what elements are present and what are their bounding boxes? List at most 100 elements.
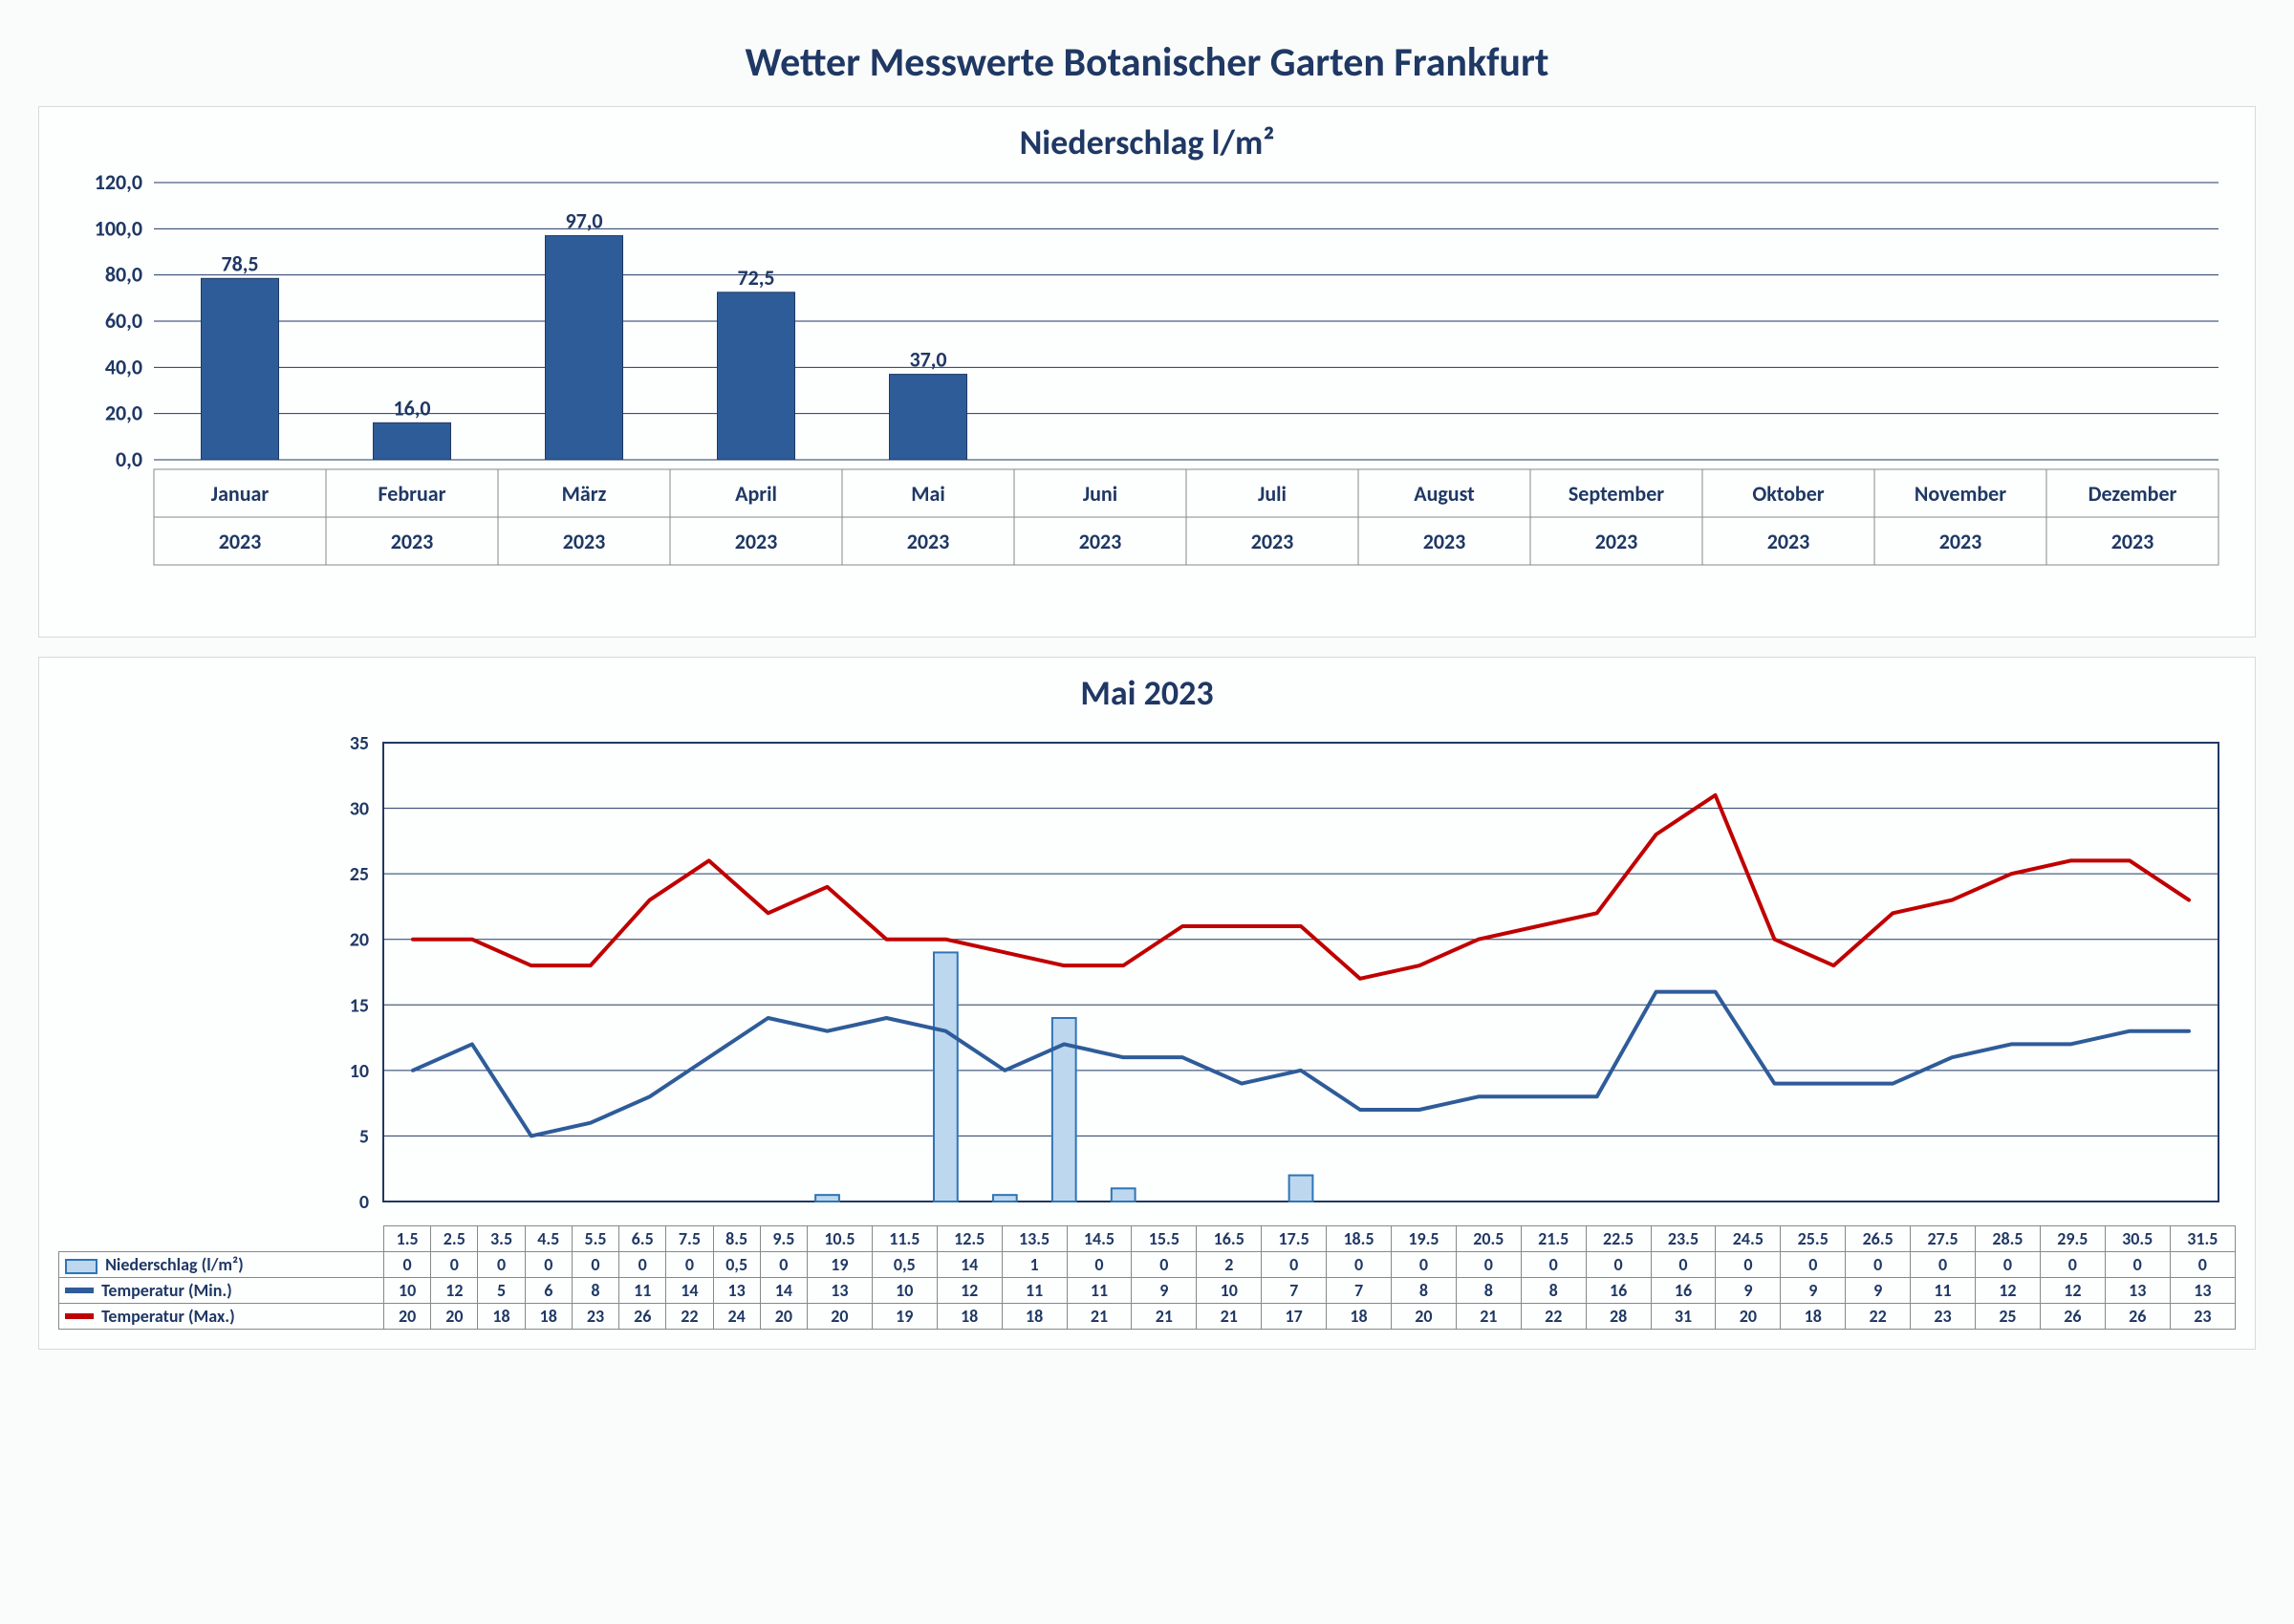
data-cell: 8 [1521,1278,1586,1304]
data-cell: 13 [807,1278,872,1304]
data-cell: 0 [2040,1252,2105,1278]
data-cell: 0 [666,1252,713,1278]
day-header: 6.5 [619,1226,666,1252]
svg-text:2023: 2023 [219,529,262,554]
data-cell: 21 [1197,1304,1262,1330]
series-label: Temperatur (Min.) [59,1278,384,1304]
data-cell: 0 [1846,1252,1911,1278]
data-cell: 7 [1327,1278,1392,1304]
day-header: 7.5 [666,1226,713,1252]
data-cell: 0 [1391,1252,1456,1278]
data-cell: 0 [2170,1252,2235,1278]
data-cell: 20 [760,1304,807,1330]
data-cell: 18 [937,1304,1002,1330]
precip-bar-chart-panel: Niederschlag l/m² 0,020,040,060,080,0100… [38,106,2256,638]
svg-text:März: März [562,481,607,507]
svg-text:2023: 2023 [1767,529,1810,554]
table-row: Niederschlag (l/m²)00000000,50190,514100… [59,1252,2236,1278]
data-cell: 0 [525,1252,572,1278]
page-title: Wetter Messwerte Botanischer Garten Fran… [38,38,2256,87]
svg-text:37,0: 37,0 [909,347,946,373]
data-cell: 23 [1911,1304,1976,1330]
data-cell: 0 [431,1252,478,1278]
data-cell: 21 [1067,1304,1132,1330]
svg-text:2023: 2023 [1939,529,1982,554]
data-cell: 20 [807,1304,872,1330]
data-cell: 0 [1651,1252,1716,1278]
data-cell: 14 [666,1278,713,1304]
data-cell: 11 [1911,1278,1976,1304]
data-cell: 18 [1002,1304,1067,1330]
svg-text:25: 25 [350,863,369,886]
data-cell: 0 [1132,1252,1197,1278]
data-cell: 8 [1391,1278,1456,1304]
svg-text:35: 35 [350,732,369,755]
data-cell: 24 [713,1304,760,1330]
data-cell: 13 [2105,1278,2170,1304]
data-cell: 26 [2040,1304,2105,1330]
data-cell: 14 [760,1278,807,1304]
data-cell: 12 [937,1278,1002,1304]
daily-combo-chart-panel: Mai 2023 05101520253035 1.52.53.54.55.56… [38,657,2256,1350]
day-header: 19.5 [1391,1226,1456,1252]
day-header: 26.5 [1846,1226,1911,1252]
day-header: 28.5 [1976,1226,2041,1252]
data-cell: 12 [2040,1278,2105,1304]
day-header: 16.5 [1197,1226,1262,1252]
day-header: 10.5 [807,1226,872,1252]
data-cell: 0 [478,1252,525,1278]
day-header: 15.5 [1132,1226,1197,1252]
data-cell: 14 [937,1252,1002,1278]
data-cell: 1 [1002,1252,1067,1278]
svg-text:30: 30 [350,798,369,821]
data-cell: 17 [1262,1304,1327,1330]
data-cell: 19 [807,1252,872,1278]
svg-text:20,0: 20,0 [105,401,142,426]
data-cell: 23 [2170,1304,2235,1330]
data-cell: 26 [2105,1304,2170,1330]
svg-text:40,0: 40,0 [105,354,142,379]
data-cell: 12 [1976,1278,2041,1304]
data-cell: 2 [1197,1252,1262,1278]
data-cell: 8 [572,1278,618,1304]
data-cell: 25 [1976,1304,2041,1330]
data-cell: 12 [431,1278,478,1304]
data-cell: 31 [1651,1304,1716,1330]
day-header: 5.5 [572,1226,618,1252]
svg-text:2023: 2023 [1079,529,1122,554]
day-header: 27.5 [1911,1226,1976,1252]
data-cell: 9 [1132,1278,1197,1304]
svg-text:2023: 2023 [1423,529,1466,554]
day-header: 9.5 [760,1226,807,1252]
day-header: 4.5 [525,1226,572,1252]
svg-text:Juni: Juni [1083,481,1117,507]
data-cell: 22 [1846,1304,1911,1330]
day-header: 11.5 [872,1226,937,1252]
data-cell: 7 [1262,1278,1327,1304]
svg-text:16,0: 16,0 [393,395,430,421]
day-header: 8.5 [713,1226,760,1252]
data-cell: 0 [1067,1252,1132,1278]
svg-text:72,5: 72,5 [737,265,774,291]
data-cell: 20 [1391,1304,1456,1330]
data-cell: 0 [1781,1252,1846,1278]
svg-text:November: November [1915,481,2006,507]
data-cell: 18 [1781,1304,1846,1330]
data-cell: 22 [1521,1304,1586,1330]
svg-text:September: September [1569,481,1664,507]
svg-text:Januar: Januar [211,481,270,507]
svg-text:100,0: 100,0 [95,215,142,241]
data-cell: 20 [1716,1304,1781,1330]
table-row: Temperatur (Min.)10125681114131413101211… [59,1278,2236,1304]
table-row: Temperatur (Max.)20201818232622242020191… [59,1304,2236,1330]
data-cell: 18 [525,1304,572,1330]
svg-text:120,0: 120,0 [95,173,142,195]
svg-text:August: August [1414,481,1475,507]
data-cell: 19 [872,1304,937,1330]
day-header: 29.5 [2040,1226,2105,1252]
data-cell: 28 [1586,1304,1651,1330]
svg-text:20: 20 [350,929,369,952]
svg-text:2023: 2023 [1251,529,1294,554]
svg-text:2023: 2023 [2111,529,2154,554]
data-cell: 16 [1651,1278,1716,1304]
